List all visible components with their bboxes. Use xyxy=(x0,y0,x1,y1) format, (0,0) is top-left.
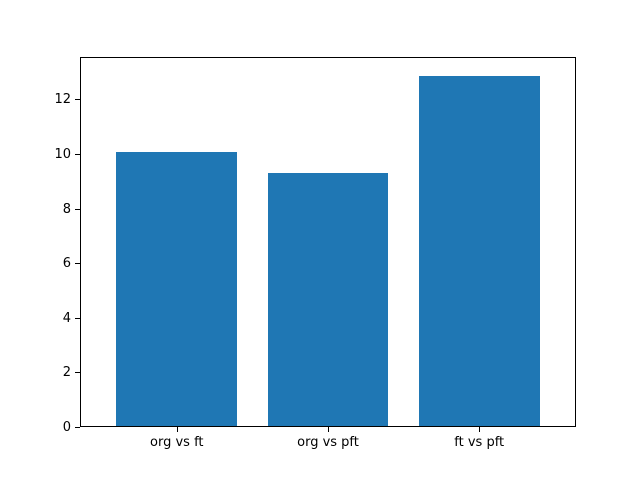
y-tick-label: 8 xyxy=(62,201,71,217)
y-tick-mark xyxy=(75,372,80,374)
y-tick-label: 12 xyxy=(54,92,71,108)
y-tick-mark xyxy=(75,153,80,155)
y-tick-label: 4 xyxy=(62,310,71,326)
bar-org-vs-ft xyxy=(116,151,238,426)
y-tick-label: 6 xyxy=(62,256,71,272)
bar-ft-vs-pft xyxy=(418,75,540,426)
x-tick-label: org vs ft xyxy=(150,435,204,450)
y-tick-label: 2 xyxy=(62,365,71,381)
x-tick-mark xyxy=(479,427,481,432)
x-tick-label: ft vs pft xyxy=(454,435,505,450)
plot-area xyxy=(80,57,576,427)
y-tick-mark xyxy=(75,427,80,428)
y-tick-mark xyxy=(75,208,80,210)
y-tick-label: 10 xyxy=(54,146,71,162)
y-tick-mark xyxy=(75,317,80,319)
x-tick-mark xyxy=(328,427,329,432)
y-tick-mark xyxy=(75,263,80,265)
bar-org-vs-pft xyxy=(267,173,389,426)
x-tick-label: org vs pft xyxy=(297,435,359,450)
y-tick-mark xyxy=(75,99,80,101)
y-tick-label: 0 xyxy=(62,420,71,435)
x-tick-mark xyxy=(176,427,178,432)
